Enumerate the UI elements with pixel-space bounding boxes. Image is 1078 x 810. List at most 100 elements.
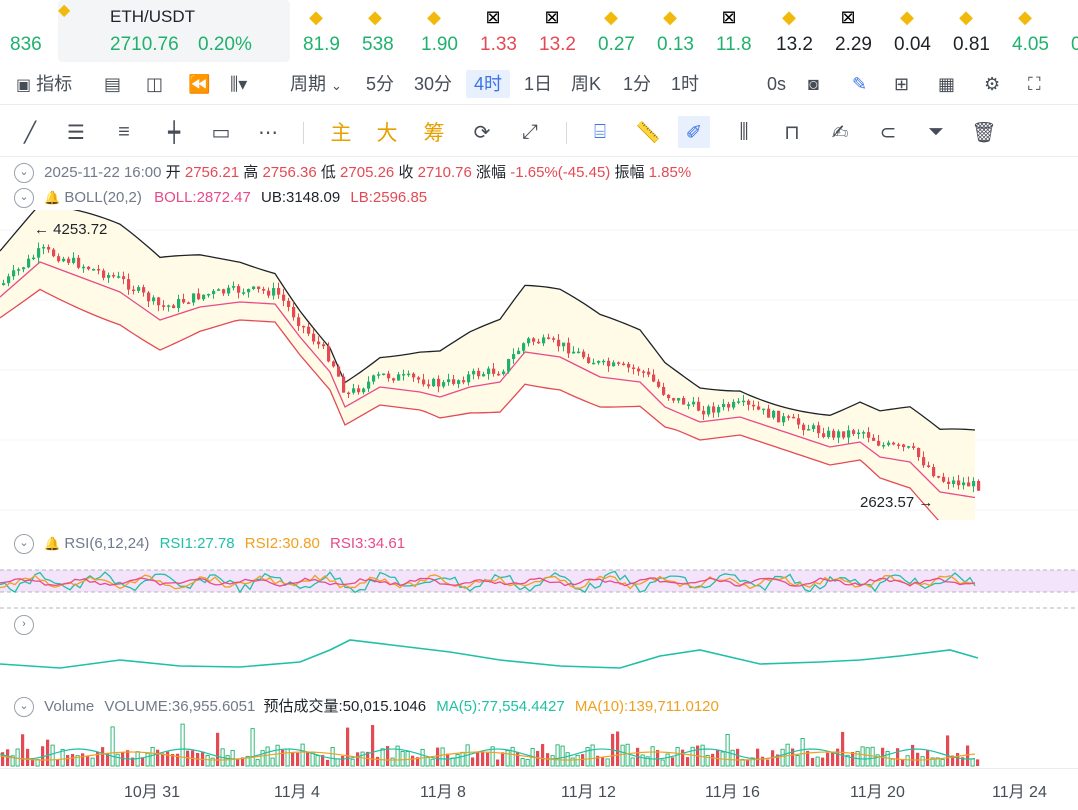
measure-icon[interactable]: 📏 [635, 121, 661, 144]
expand-icon[interactable]: › [14, 615, 34, 635]
candlestick-chart[interactable] [0, 210, 1078, 520]
volume-bar [920, 756, 925, 767]
chip-button[interactable]: 筹 [423, 122, 445, 145]
candle [222, 289, 226, 294]
horizontal-line-icon[interactable]: ┿ [167, 121, 181, 144]
bookmark-icon[interactable]: ⌸ [594, 120, 606, 143]
big-order-button[interactable]: 大 [376, 122, 398, 145]
bell-icon[interactable]: 🔔 [44, 535, 61, 551]
channel-icon[interactable]: ≡ [118, 120, 130, 143]
add-window-icon[interactable]: ⊞ [894, 74, 910, 94]
candle-type-icon[interactable]: ⫼▾ [230, 74, 248, 94]
candle [872, 437, 876, 441]
candle [847, 430, 851, 438]
candle [752, 404, 756, 407]
volume-bar [806, 750, 810, 766]
camera-icon[interactable]: ◙ [808, 74, 819, 94]
settings-icon[interactable]: ⚙ [984, 74, 1001, 94]
volume-bar [346, 727, 350, 766]
delete-icon[interactable]: 🗑 [971, 121, 997, 144]
volume-bar [780, 748, 785, 767]
line-tool-icon[interactable]: ╱ [23, 121, 37, 144]
interval-1m[interactable]: 1分 [623, 74, 652, 94]
brush-icon[interactable]: ✐ [678, 116, 710, 148]
candle [417, 377, 421, 380]
volume-bar [585, 747, 590, 767]
collapse-icon[interactable]: ⌄ [14, 697, 34, 718]
candle [602, 360, 606, 363]
ohlc-legend: ⌄ 2025-11-22 16:00 开 2756.21 高 2756.36 低… [14, 161, 691, 184]
period-dropdown[interactable]: 周期 ⌄ [290, 70, 342, 98]
candles-icon[interactable]: ⫼ [739, 120, 749, 143]
candle [882, 445, 886, 447]
bell-icon[interactable]: 🔔 [44, 189, 61, 205]
volume-bar [650, 746, 655, 767]
secondary-indicator-chart[interactable] [0, 622, 1078, 692]
interval-5m[interactable]: 5分 [366, 74, 395, 94]
calculator-icon[interactable]: ▦ [938, 74, 956, 94]
indicators-button[interactable]: ▣ 指标 [16, 70, 72, 98]
collapse-icon[interactable]: ⌄ [14, 188, 34, 208]
volume-bar [791, 748, 795, 766]
ticker-value: 1.33 [480, 34, 517, 55]
candle [637, 368, 641, 372]
replay-icon[interactable]: ⏪ [188, 74, 211, 94]
note-icon[interactable]: ✍ [831, 121, 849, 144]
ticker-value: 0.13 [657, 34, 694, 55]
symbol-name: ETH/USDT [110, 7, 195, 26]
parallel-lines-icon[interactable]: ☰ [67, 121, 85, 144]
volume-bar [795, 755, 800, 767]
candle [532, 338, 536, 342]
candle [232, 286, 236, 288]
sync-icon[interactable]: ⟳ [473, 121, 491, 144]
pencil-icon[interactable]: ✎ [852, 74, 868, 94]
interval-4h[interactable]: 4时 [466, 70, 511, 98]
change-value: -1.65%(-45.45) [510, 164, 611, 181]
interval-1d[interactable]: 1日 [524, 74, 553, 94]
rsi-chart[interactable] [0, 558, 1078, 610]
layout-icon[interactable]: ◫ [146, 74, 164, 94]
interval-1h[interactable]: 1时 [671, 74, 700, 94]
volume-bar [590, 744, 595, 767]
lock-icon[interactable]: ⊓ [784, 121, 800, 144]
candle [897, 444, 901, 446]
more-icon[interactable]: ⋯ [258, 121, 278, 144]
interval-30m[interactable]: 30分 [414, 74, 453, 94]
candle [827, 430, 831, 438]
volume-bar [326, 759, 330, 766]
candle [217, 289, 221, 291]
collapse-icon[interactable]: ⌄ [14, 163, 34, 184]
divider [303, 122, 304, 144]
volume-chart[interactable] [0, 718, 1078, 768]
volume-bar [845, 754, 850, 767]
ruler-cross-icon[interactable]: ⤢ [522, 120, 538, 143]
x-axis-label: 11月 8 [420, 784, 466, 801]
candle [747, 400, 751, 405]
volume-bar [725, 733, 730, 767]
collapse-icon[interactable]: ⌄ [14, 534, 34, 554]
candle [482, 374, 486, 377]
interval-week[interactable]: 周K [571, 74, 602, 94]
fullscreen-icon[interactable]: ⛶ [1028, 74, 1041, 94]
volume-bar [831, 752, 835, 766]
ticker-main-ethusdt[interactable]: ◆ ETH/USDT 2710.76 0.20% [58, 0, 290, 62]
candle [507, 359, 511, 372]
x-axis-label: 11月 16 [705, 784, 760, 801]
main-force-button[interactable]: 主 [330, 122, 352, 145]
filter-icon[interactable]: ⏷ [928, 120, 944, 143]
bnb-icon: ◆ [959, 6, 973, 27]
drawing-toolbar: ╱ ☰ ≡ ┿ ▭ ⋯ 主 大 筹 ⟳ ⤢ ⌸ 📏 ✐ ⫼ ⊓ ✍ ⊂ ⏷ 🗑 [0, 108, 1078, 157]
candle [567, 342, 571, 354]
candle [317, 341, 321, 345]
volume-bar [686, 757, 690, 766]
volume-bar [596, 755, 600, 766]
magnet-icon[interactable]: ⊂ [879, 121, 897, 144]
candle [152, 297, 156, 302]
high-annotation: ← 4253.72 [34, 221, 108, 238]
rectangle-icon[interactable]: ▭ [211, 121, 231, 144]
candle [642, 371, 646, 373]
candle [367, 381, 371, 389]
template-icon[interactable]: ▤ [104, 74, 122, 94]
ticker-value: 0.81 [953, 34, 990, 55]
volume-bar [26, 748, 30, 766]
